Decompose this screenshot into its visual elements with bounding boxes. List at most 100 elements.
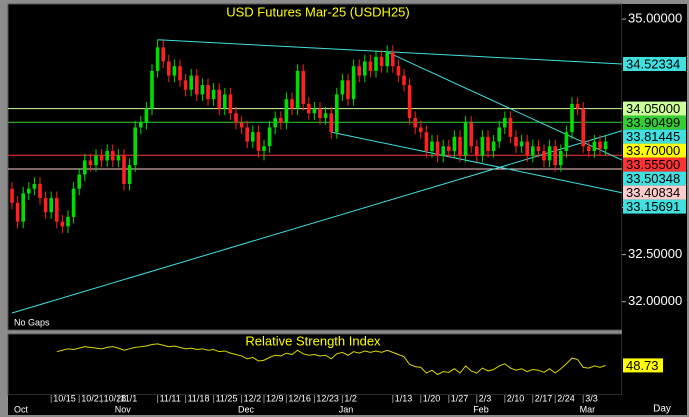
x-tick-label: 2/10 <box>507 393 525 403</box>
candle-body <box>217 89 221 109</box>
candle-body <box>167 61 171 76</box>
candle-body <box>99 155 104 161</box>
price-panel <box>7 3 623 331</box>
candle-body <box>542 150 546 161</box>
x-tick-label: 1/2 <box>344 393 357 403</box>
price-label-box <box>623 143 686 158</box>
candle-body <box>447 146 451 151</box>
candle-body <box>55 198 59 222</box>
x-tick-label: 2/17 <box>535 393 553 403</box>
candle-body <box>441 146 445 156</box>
candle-body <box>239 122 244 128</box>
candle-body <box>531 146 535 156</box>
x-tick-label: 12/23 <box>316 393 339 403</box>
candle-body <box>435 141 440 156</box>
candle-body <box>519 141 524 147</box>
candle-body <box>351 66 356 100</box>
price-label-box <box>623 101 686 116</box>
x-tick-label: 10/28 <box>104 393 127 403</box>
candle-body <box>49 198 53 213</box>
rsi-panel <box>7 333 623 396</box>
candle-body <box>139 122 143 128</box>
candle-body <box>234 113 238 123</box>
price-label-box <box>623 157 686 172</box>
candle-body <box>206 85 210 100</box>
chart-title: USD Futures Mar-25 (USDH25) <box>226 4 410 19</box>
x-tick-label: 2/24 <box>557 393 575 403</box>
month-label: Jan <box>339 404 354 414</box>
candle-body <box>503 118 507 128</box>
month-label: Mar <box>580 404 596 414</box>
candle-body <box>38 183 42 199</box>
candle-body <box>357 66 361 76</box>
month-label: Oct <box>14 404 29 414</box>
trendline <box>157 39 623 65</box>
candle-body <box>133 127 137 166</box>
rsi-label-box <box>623 358 663 373</box>
candle-body <box>183 80 188 90</box>
y-tick-label: 32.50000 <box>628 246 682 261</box>
candle-body <box>335 94 339 133</box>
candle-body <box>391 52 395 67</box>
candle-body <box>273 118 277 128</box>
candle-body <box>424 132 429 151</box>
candle-body <box>329 113 333 133</box>
x-tick-label: 10/21 <box>81 393 104 403</box>
x-tick-label: 10/15 <box>53 393 76 403</box>
x-tick-label: 11/18 <box>188 393 210 403</box>
candle-body <box>525 141 529 156</box>
price-label-box <box>623 115 686 130</box>
candle-body <box>363 61 367 76</box>
date-axis <box>8 395 687 415</box>
price-label-box <box>623 56 686 71</box>
candle-body <box>94 155 98 166</box>
candle-body <box>581 108 585 147</box>
candle-body <box>413 118 417 128</box>
x-tick-label: 1/13 <box>395 393 413 403</box>
x-tick-label: 2/3 <box>479 393 492 403</box>
price-label-box <box>623 199 686 214</box>
candle-body <box>60 221 65 227</box>
candle-body <box>475 146 479 156</box>
candle-body <box>598 141 602 150</box>
candle-body <box>127 165 132 184</box>
candle-body <box>43 198 48 213</box>
candle-body <box>480 136 485 156</box>
candle-body <box>374 56 378 71</box>
candle-body <box>307 103 311 114</box>
candle-body <box>116 155 121 161</box>
y-tick-label: 32.00000 <box>628 293 682 308</box>
x-tick-label: 11/1 <box>120 393 137 403</box>
candle-body <box>312 108 317 114</box>
candle-body <box>323 113 328 119</box>
candle-body <box>15 202 20 222</box>
x-tick-label: 1/27 <box>451 393 469 403</box>
candle-body <box>144 108 149 123</box>
candle-body <box>256 132 261 151</box>
x-tick-label: 3/3 <box>585 393 598 403</box>
candle-body <box>385 52 389 67</box>
candle-body <box>396 66 401 76</box>
candle-body <box>21 193 25 222</box>
y-tick-label: 35.00000 <box>628 11 682 26</box>
price-label-box <box>623 185 686 200</box>
candle-body <box>267 127 272 147</box>
month-label: Dec <box>238 404 255 414</box>
candle-body <box>27 188 31 194</box>
candle-body <box>195 75 199 95</box>
candle-body <box>587 146 591 151</box>
candle-body <box>379 56 384 67</box>
candle-body <box>228 94 233 114</box>
price-label: 34.05000 <box>626 101 680 116</box>
candle-body <box>178 66 182 81</box>
candle-body <box>346 80 350 100</box>
candle-body <box>32 183 37 189</box>
candle-body <box>71 188 76 217</box>
candle-body <box>290 99 294 109</box>
candle-body <box>508 118 513 137</box>
rsi-label: 48.73 <box>626 358 659 373</box>
candle-body <box>514 136 518 147</box>
price-label: 33.15691 <box>626 199 680 214</box>
candle-body <box>105 150 109 161</box>
price-label: 33.55500 <box>626 157 680 172</box>
